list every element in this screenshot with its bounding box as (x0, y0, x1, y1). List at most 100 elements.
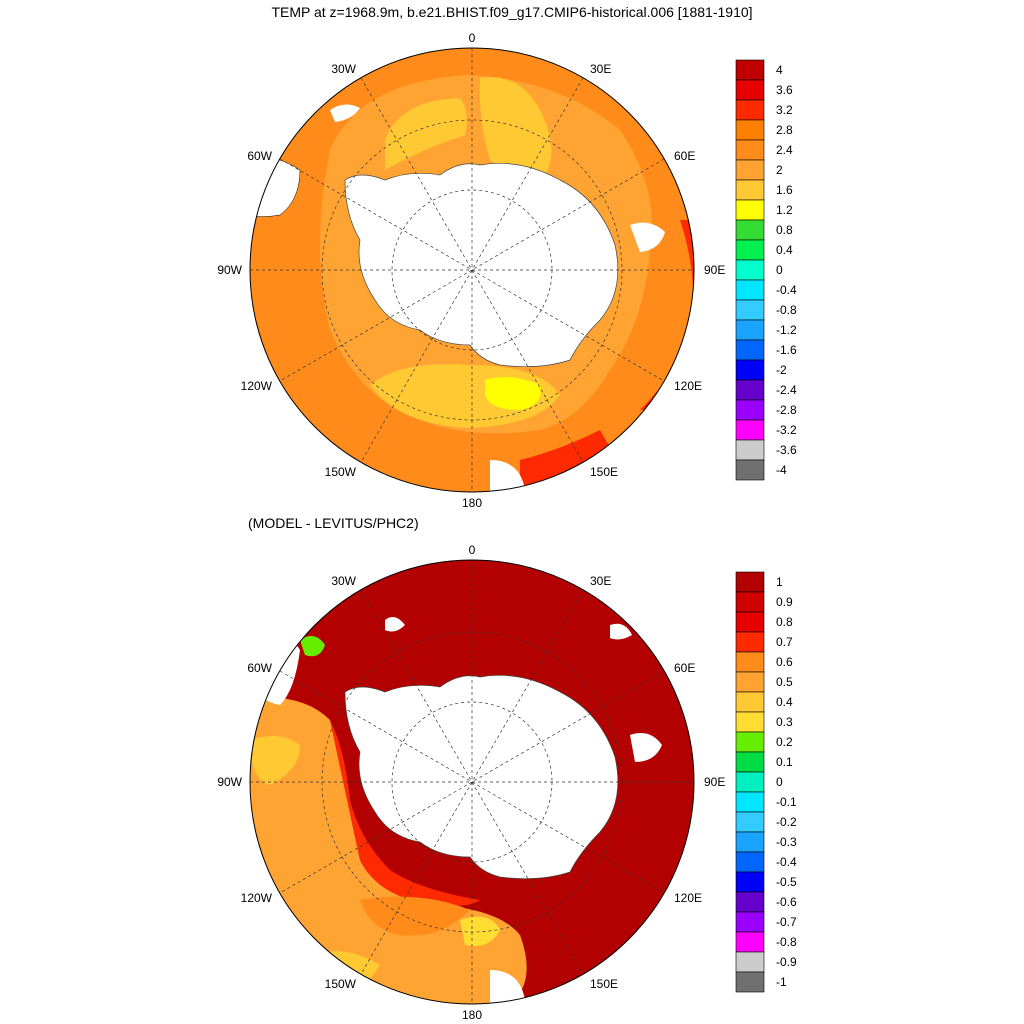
colorbar-swatch (735, 631, 765, 653)
colorbar-label: 0.6 (776, 655, 793, 669)
lon-label-180: 180 (462, 496, 482, 510)
colorbar-label: 2.4 (776, 143, 793, 157)
lon-label-90e-diff: 90E (704, 775, 725, 789)
colorbar-swatch (735, 119, 765, 141)
contour-zone-1-2 (485, 376, 541, 410)
colorbar-swatch (735, 199, 765, 221)
land-island-1 (330, 104, 360, 122)
lon-label-30e-diff: 30E (590, 574, 611, 588)
colorbar-label: 0 (776, 775, 783, 789)
colorbar-swatch (735, 771, 765, 793)
lon-label-60w-diff: 60W (247, 661, 272, 675)
colorbar-swatch (735, 439, 765, 461)
colorbar-swatch (735, 219, 765, 241)
colorbar-swatch (735, 239, 765, 261)
colorbar-swatch (735, 379, 765, 401)
diff-zone-0-6 (360, 896, 470, 936)
colorbar-label: -4 (776, 463, 787, 477)
colorbar-label: -0.4 (776, 283, 797, 297)
colorbar-label: -0.1 (776, 795, 797, 809)
colorbar-label: -1.6 (776, 343, 797, 357)
colorbar-swatch (735, 139, 765, 161)
lon-label-0: 0 (469, 31, 476, 45)
diff-zone-0-2 (300, 636, 325, 657)
colorbar-swatch (735, 399, 765, 421)
colorbar-swatch (735, 851, 765, 873)
lon-label-120e: 120E (674, 379, 702, 393)
lon-label-90e: 90E (704, 263, 725, 277)
colorbar-label: 0.7 (776, 635, 793, 649)
lon-label-30w: 30W (331, 62, 356, 76)
colorbar-label: -3.2 (776, 423, 797, 437)
diff-zone-0-5 (250, 697, 527, 1004)
colorbar-label: 0 (776, 263, 783, 277)
lon-label-30w-diff: 30W (331, 574, 356, 588)
lon-label-150e: 150E (590, 465, 618, 479)
lon-label-120w-diff: 120W (241, 891, 273, 905)
colorbar-label: 0.8 (776, 615, 793, 629)
colorbar-difference: 1 0.9 0.8 0.7 0.6 0.5 0.4 0.3 0.2 0.1 0 -0.1 -0.2 -0.… (735, 571, 797, 993)
colorbar-label: -0.8 (776, 935, 797, 949)
graticule-diff (250, 560, 694, 1004)
land-island-diff-1 (385, 616, 405, 632)
colorbar-label: -0.9 (776, 955, 797, 969)
colorbar-label: 2 (776, 163, 783, 177)
colorbar-label: 0.1 (776, 755, 793, 769)
colorbar-label: -1 (776, 975, 787, 989)
land-kerguelen (630, 222, 665, 252)
figure-subtitle: (MODEL - LEVITUS/PHC2) (248, 515, 419, 531)
colorbar-swatch (735, 571, 765, 593)
lon-label-150w: 150W (325, 465, 357, 479)
colorbar-swatch (735, 79, 765, 101)
polar-map-difference: 0 30E 60E 90E 120E 150E 180 150W 120W 90… (217, 543, 725, 1022)
land-kerguelen-diff (630, 732, 662, 762)
colorbar-swatch (735, 339, 765, 361)
colorbar-swatch (735, 691, 765, 713)
lon-label-90w-diff: 90W (217, 775, 242, 789)
colorbar-swatch (735, 459, 765, 481)
colorbar-label: -0.3 (776, 835, 797, 849)
colorbar-swatch (735, 179, 765, 201)
colorbar-label: 0.5 (776, 675, 793, 689)
lon-label-60e-diff: 60E (674, 661, 695, 675)
colorbar-swatch (735, 159, 765, 181)
colorbar-swatch (735, 259, 765, 281)
colorbar-label: -1.2 (776, 323, 797, 337)
antarctica-diff (344, 675, 619, 880)
colorbar-label: 1.2 (776, 203, 793, 217)
colorbar-swatch (735, 811, 765, 833)
colorbar-swatch (735, 359, 765, 381)
colorbar-swatch (735, 931, 765, 953)
colorbar-label: -2 (776, 363, 787, 377)
colorbar-swatch (735, 891, 765, 913)
colorbar-label: 0.2 (776, 735, 793, 749)
colorbar-swatch (735, 611, 765, 633)
colorbar-swatch (735, 419, 765, 441)
colorbar-swatch (735, 831, 765, 853)
colorbar-label: 0.4 (776, 243, 793, 257)
colorbar-label: -0.2 (776, 815, 797, 829)
colorbar-swatch (735, 731, 765, 753)
lon-label-120e-diff: 120E (674, 891, 702, 905)
colorbar-swatch (735, 971, 765, 993)
lon-label-90w: 90W (217, 263, 242, 277)
land-island-diff-2 (610, 623, 632, 640)
lon-label-60w: 60W (247, 149, 272, 163)
map-border (249, 47, 695, 493)
colorbar-model: 4 3.6 3.2 2.8 2.4 2 1.6 1.2 0.8 0.4 0 -0.4 -0.8 -1.2 -… (735, 59, 797, 481)
colorbar-label: -0.8 (776, 303, 797, 317)
colorbar-label: 0.4 (776, 695, 793, 709)
colorbar-swatch (735, 751, 765, 773)
diff-zone-0-7 (330, 720, 480, 906)
colorbar-label: 0.3 (776, 715, 793, 729)
colorbar-label: -0.6 (776, 895, 797, 909)
lon-label-0-diff: 0 (469, 543, 476, 557)
colorbar-label: 1 (776, 575, 783, 589)
lon-label-60e: 60E (674, 149, 695, 163)
colorbar-swatch (735, 319, 765, 341)
colorbar-swatch (735, 951, 765, 973)
contour-zone-2-0-atlantic (385, 98, 467, 170)
colorbar-label: 0.9 (776, 595, 793, 609)
colorbar-swatch (735, 911, 765, 933)
